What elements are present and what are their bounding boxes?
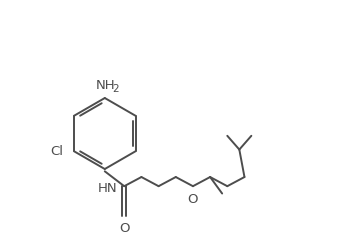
Text: O: O — [188, 193, 198, 206]
Text: HN: HN — [97, 182, 117, 195]
Text: O: O — [119, 222, 130, 235]
Text: 2: 2 — [112, 84, 118, 94]
Text: NH: NH — [96, 79, 116, 92]
Text: Cl: Cl — [51, 145, 64, 158]
